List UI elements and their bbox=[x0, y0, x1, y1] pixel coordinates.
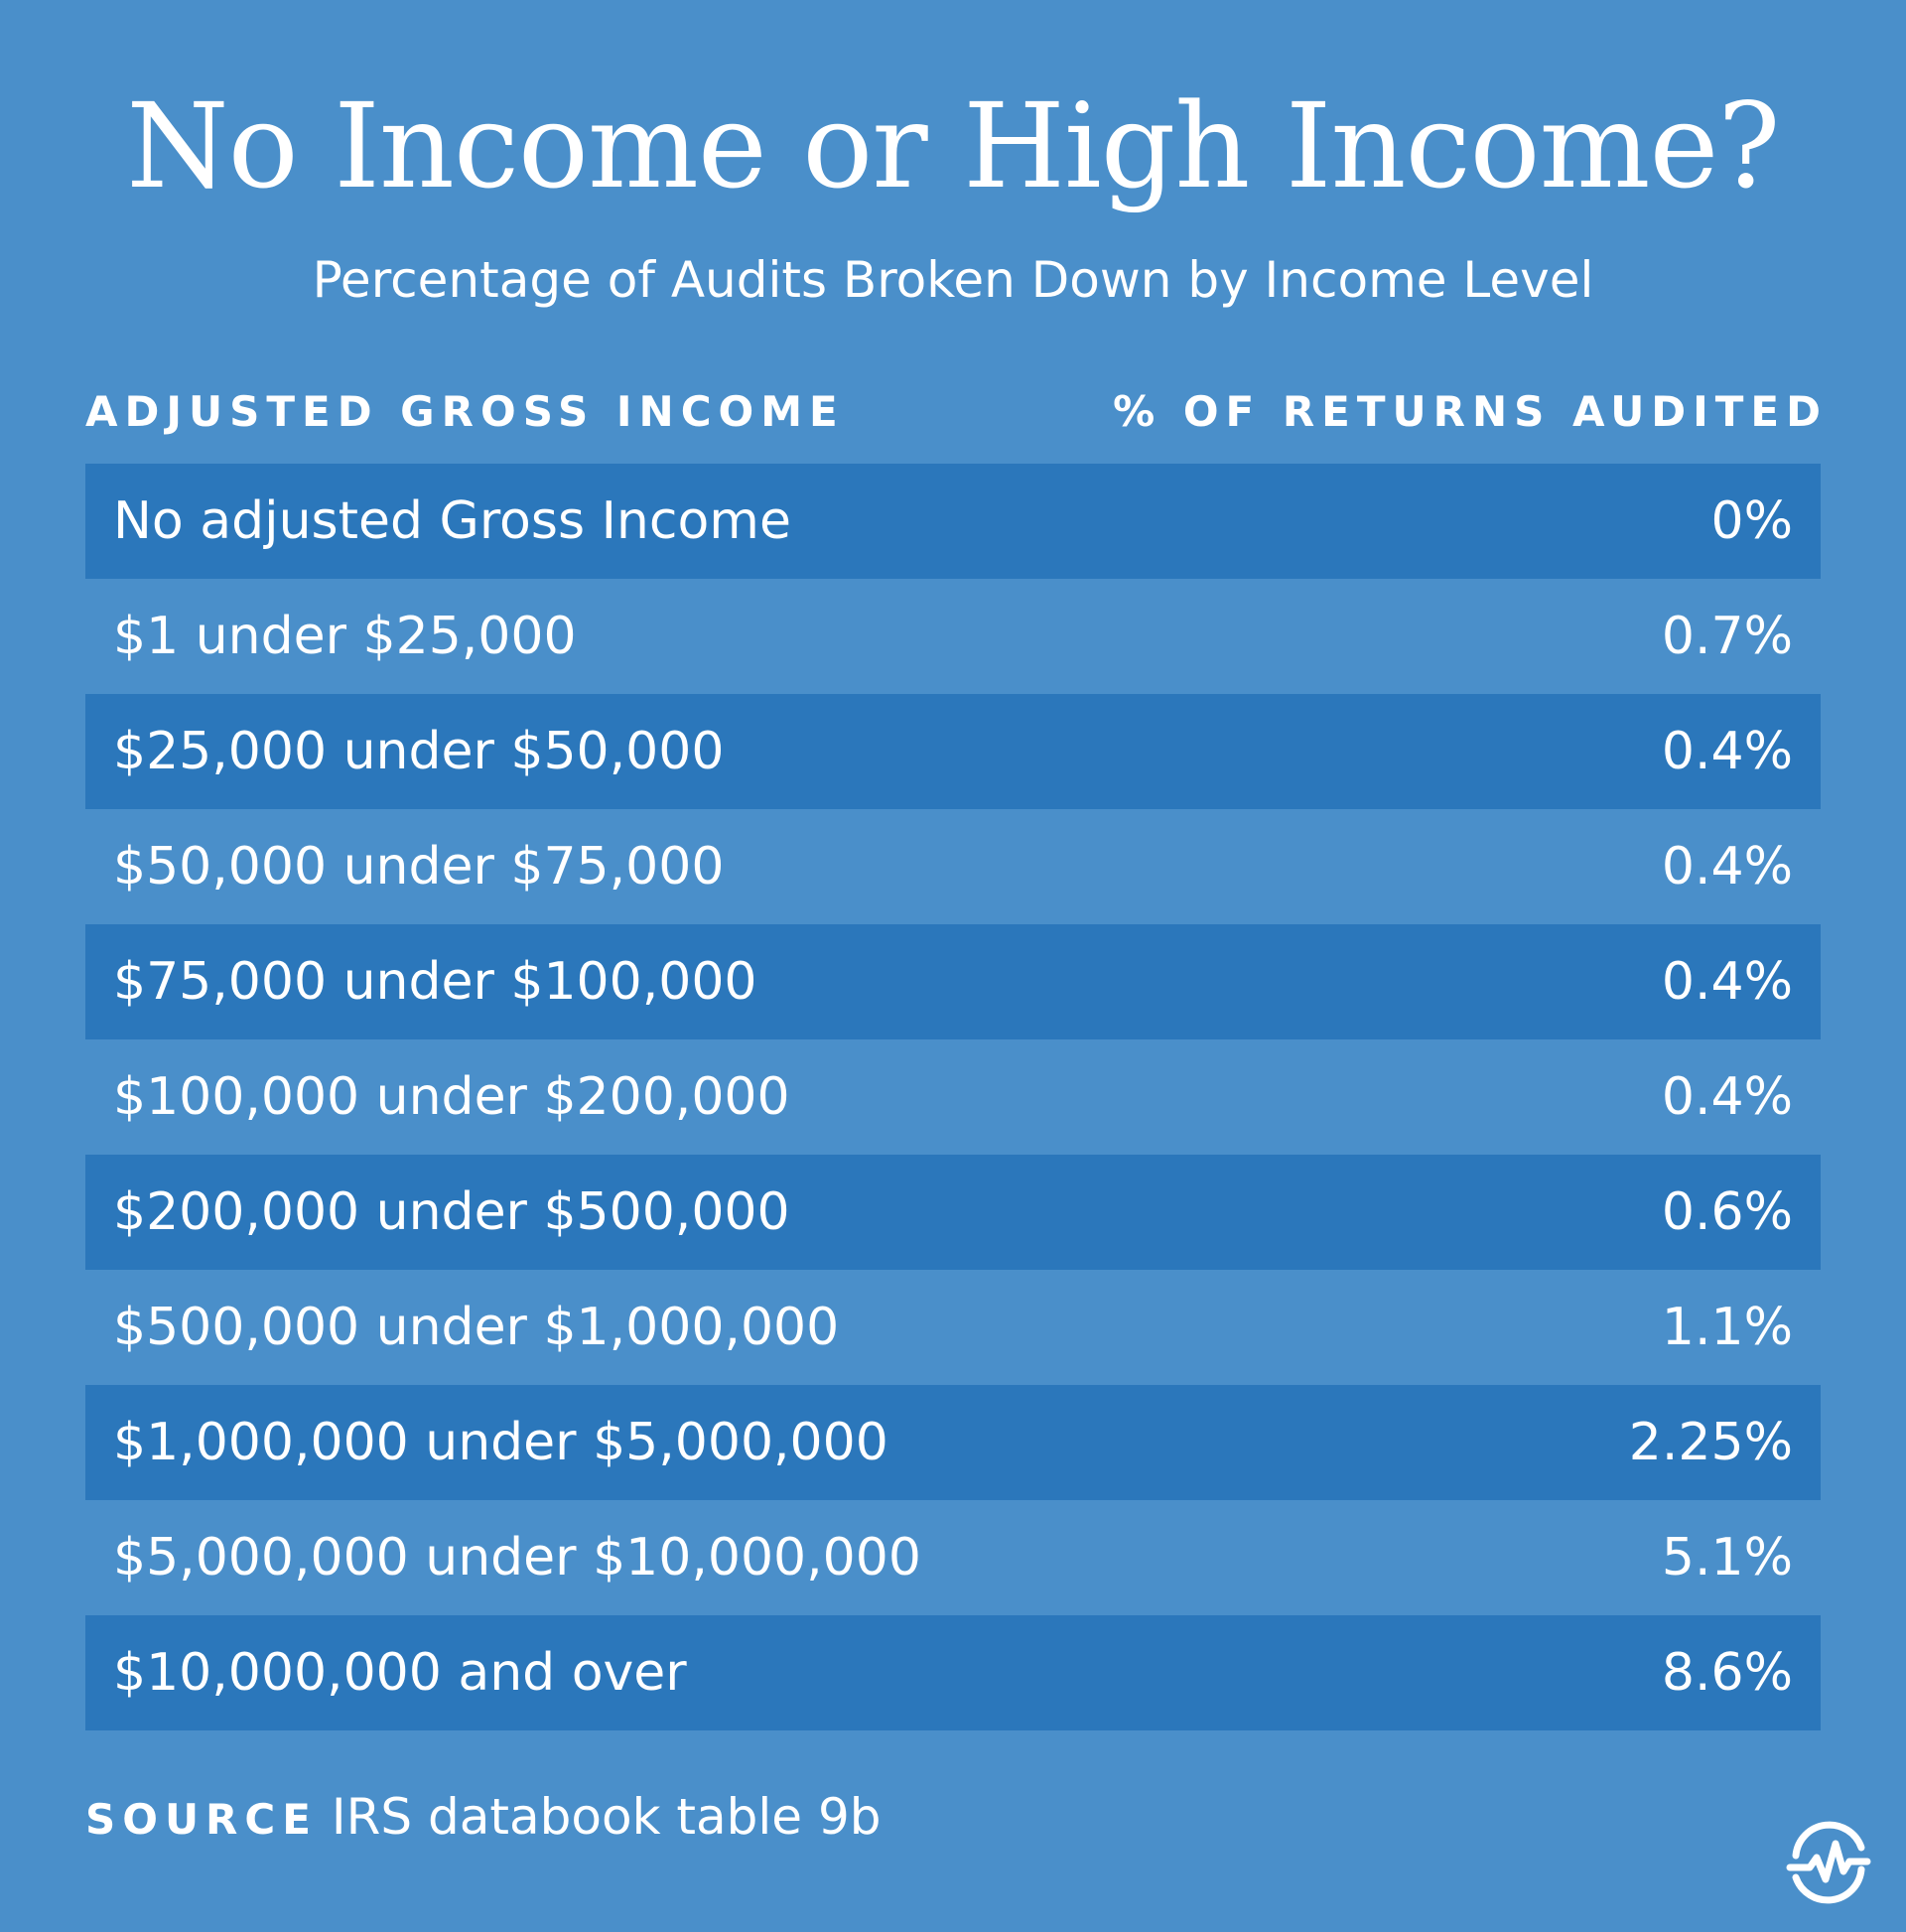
column-header-income: ADJUSTED GROSS INCOME bbox=[85, 387, 845, 436]
table-row: $75,000 under $100,000 0.4% bbox=[85, 924, 1821, 1039]
source-label: SOURCE bbox=[85, 1795, 318, 1844]
table-row: $200,000 under $500,000 0.6% bbox=[85, 1155, 1821, 1270]
audit-percent-value: 0.4% bbox=[1661, 1067, 1793, 1127]
income-range-label: $1,000,000 under $5,000,000 bbox=[113, 1413, 888, 1472]
audit-percent-value: 0.4% bbox=[1661, 952, 1793, 1012]
column-header-percent: % OF RETURNS AUDITED bbox=[1113, 387, 1828, 436]
audit-percent-value: 8.6% bbox=[1661, 1643, 1793, 1703]
table-row: $100,000 under $200,000 0.4% bbox=[85, 1039, 1821, 1155]
chart-subtitle: Percentage of Audits Broken Down by Inco… bbox=[312, 251, 1594, 309]
income-range-label: $5,000,000 under $10,000,000 bbox=[113, 1528, 921, 1587]
table-row: No adjusted Gross Income 0% bbox=[85, 464, 1821, 579]
audit-percent-value: 0.4% bbox=[1661, 837, 1793, 897]
income-range-label: $75,000 under $100,000 bbox=[113, 952, 757, 1012]
income-range-label: $100,000 under $200,000 bbox=[113, 1067, 790, 1127]
income-range-label: $10,000,000 and over bbox=[113, 1643, 687, 1703]
table-row: $1,000,000 under $5,000,000 2.25% bbox=[85, 1385, 1821, 1500]
income-range-label: $500,000 under $1,000,000 bbox=[113, 1298, 840, 1357]
audit-table: No adjusted Gross Income 0% $1 under $25,0… bbox=[85, 464, 1821, 1730]
income-range-label: $50,000 under $75,000 bbox=[113, 837, 725, 897]
audit-percent-value: 0.6% bbox=[1661, 1182, 1793, 1242]
income-range-label: No adjusted Gross Income bbox=[113, 491, 791, 551]
source-text: IRS databook table 9b bbox=[331, 1788, 882, 1846]
audit-percent-value: 2.25% bbox=[1628, 1413, 1793, 1472]
income-range-label: $25,000 under $50,000 bbox=[113, 722, 725, 781]
source-line: SOURCE IRS databook table 9b bbox=[85, 1782, 882, 1852]
wave-pulse-logo-icon bbox=[1784, 1818, 1873, 1907]
table-row: $10,000,000 and over 8.6% bbox=[85, 1615, 1821, 1730]
table-row: $5,000,000 under $10,000,000 5.1% bbox=[85, 1500, 1821, 1615]
table-row: $50,000 under $75,000 0.4% bbox=[85, 809, 1821, 924]
income-range-label: $200,000 under $500,000 bbox=[113, 1182, 790, 1242]
audit-percent-value: 1.1% bbox=[1661, 1298, 1793, 1357]
audit-percent-value: 0% bbox=[1710, 491, 1794, 551]
table-row: $500,000 under $1,000,000 1.1% bbox=[85, 1270, 1821, 1385]
audit-percent-value: 5.1% bbox=[1661, 1528, 1793, 1587]
audit-percent-value: 0.4% bbox=[1661, 722, 1793, 781]
table-row: $1 under $25,000 0.7% bbox=[85, 579, 1821, 694]
chart-title: No Income or High Income? bbox=[126, 77, 1780, 214]
table-row: $25,000 under $50,000 0.4% bbox=[85, 694, 1821, 809]
income-range-label: $1 under $25,000 bbox=[113, 607, 577, 666]
audit-percent-value: 0.7% bbox=[1661, 607, 1793, 666]
